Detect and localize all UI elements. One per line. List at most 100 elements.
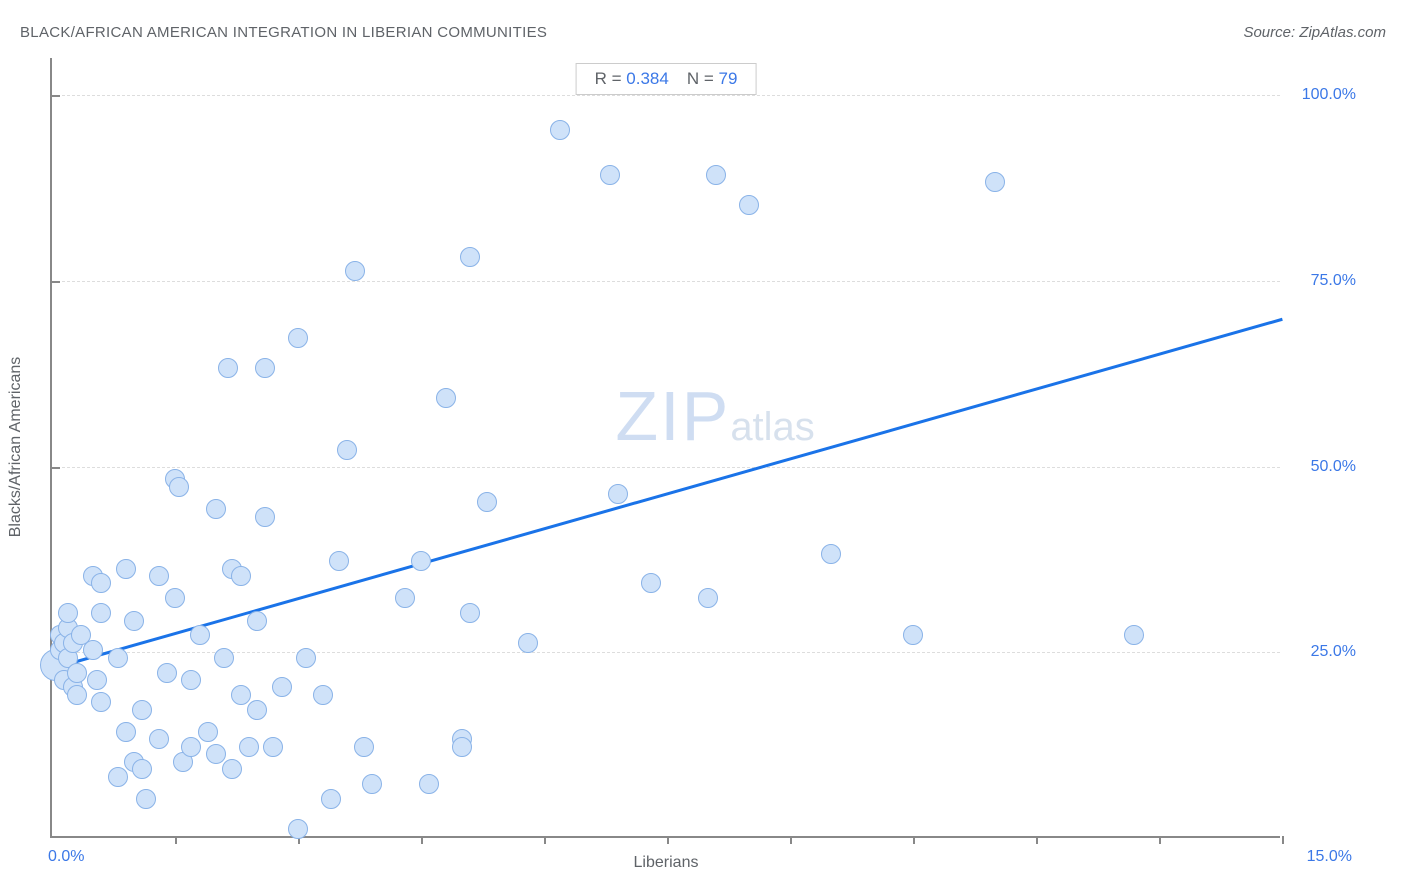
scatter-point [91, 573, 111, 593]
n-stat: N = 79 [687, 69, 738, 89]
x-tick [421, 836, 423, 844]
x-tick [667, 836, 669, 844]
scatter-point [247, 700, 267, 720]
y-tick [52, 95, 60, 97]
gridline-h [52, 95, 1280, 96]
y-axis-label: Blacks/African Americans [7, 357, 25, 538]
scatter-point [706, 165, 726, 185]
x-tick [913, 836, 915, 844]
scatter-point [288, 819, 308, 839]
scatter-point [67, 685, 87, 705]
scatter-point [821, 544, 841, 564]
watermark-main: ZIP [615, 377, 730, 455]
scatter-point [91, 692, 111, 712]
scatter-point [165, 588, 185, 608]
x-tick [1159, 836, 1161, 844]
scatter-point [321, 789, 341, 809]
scatter-point [411, 551, 431, 571]
chart-title: BLACK/AFRICAN AMERICAN INTEGRATION IN LI… [20, 24, 547, 41]
scatter-point [231, 566, 251, 586]
scatter-point [337, 440, 357, 460]
scatter-point [698, 588, 718, 608]
scatter-point [116, 559, 136, 579]
scatter-point [169, 477, 189, 497]
x-axis-label: Liberians [634, 854, 699, 872]
scatter-point [67, 663, 87, 683]
r-label: R = [595, 69, 622, 88]
scatter-point [132, 759, 152, 779]
scatter-point [263, 737, 283, 757]
n-value: 79 [718, 69, 737, 88]
x-origin-label: 0.0% [48, 848, 84, 866]
scatter-point [206, 499, 226, 519]
scatter-point [1124, 625, 1144, 645]
scatter-point [329, 551, 349, 571]
x-tick [544, 836, 546, 844]
scatter-point [419, 774, 439, 794]
scatter-point [124, 611, 144, 631]
y-tick [52, 281, 60, 283]
scatter-point [181, 670, 201, 690]
x-tick [1036, 836, 1038, 844]
scatter-point [87, 670, 107, 690]
scatter-point [255, 358, 275, 378]
gridline-h [52, 652, 1280, 653]
scatter-point [477, 492, 497, 512]
x-tick [1282, 836, 1284, 844]
x-max-label: 15.0% [1307, 848, 1352, 866]
scatter-point [518, 633, 538, 653]
scatter-point [198, 722, 218, 742]
scatter-point [600, 165, 620, 185]
scatter-point [985, 172, 1005, 192]
scatter-point [272, 677, 292, 697]
scatter-point [354, 737, 374, 757]
scatter-point [296, 648, 316, 668]
gridline-h [52, 281, 1280, 282]
scatter-point [222, 759, 242, 779]
scatter-point [255, 507, 275, 527]
scatter-point [116, 722, 136, 742]
watermark: ZIPatlas [615, 376, 814, 456]
r-value: 0.384 [626, 69, 669, 88]
scatter-point [91, 603, 111, 623]
scatter-point [460, 603, 480, 623]
y-tick-label: 50.0% [1311, 458, 1356, 476]
y-tick-label: 100.0% [1302, 86, 1356, 104]
stats-box: R = 0.384 N = 79 [576, 63, 757, 95]
source-label: Source: ZipAtlas.com [1243, 24, 1386, 41]
scatter-point [452, 737, 472, 757]
scatter-point [58, 603, 78, 623]
scatter-point [608, 484, 628, 504]
scatter-point [362, 774, 382, 794]
scatter-point [739, 195, 759, 215]
n-label: N = [687, 69, 714, 88]
scatter-point [436, 388, 456, 408]
plot-area: Blacks/African Americans Liberians 0.0% … [50, 58, 1280, 838]
scatter-point [903, 625, 923, 645]
x-tick [175, 836, 177, 844]
scatter-point [181, 737, 201, 757]
scatter-point [288, 328, 308, 348]
r-stat: R = 0.384 [595, 69, 669, 89]
scatter-point [206, 744, 226, 764]
scatter-point [231, 685, 251, 705]
scatter-point [345, 261, 365, 281]
scatter-point [132, 700, 152, 720]
scatter-point [190, 625, 210, 645]
x-tick [790, 836, 792, 844]
y-tick-label: 75.0% [1311, 272, 1356, 290]
scatter-point [641, 573, 661, 593]
scatter-point [108, 767, 128, 787]
scatter-point [550, 120, 570, 140]
gridline-h [52, 467, 1280, 468]
scatter-point [149, 729, 169, 749]
scatter-point [218, 358, 238, 378]
scatter-point [247, 611, 267, 631]
y-tick-label: 25.0% [1311, 643, 1356, 661]
scatter-point [136, 789, 156, 809]
chart-container: Blacks/African Americans Liberians 0.0% … [50, 58, 1360, 868]
y-tick [52, 467, 60, 469]
scatter-point [83, 640, 103, 660]
scatter-point [395, 588, 415, 608]
scatter-point [157, 663, 177, 683]
